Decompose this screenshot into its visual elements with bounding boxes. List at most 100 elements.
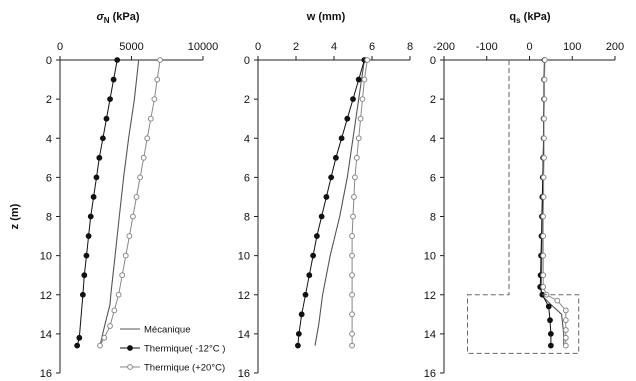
data-point — [79, 291, 86, 298]
y-tick-label: 8 — [430, 212, 436, 224]
data-point — [541, 135, 547, 142]
y-tick-label: 8 — [46, 212, 52, 224]
series-line — [297, 59, 365, 346]
data-point — [562, 317, 569, 324]
data-point — [344, 115, 351, 122]
data-point — [562, 307, 569, 314]
data-point — [541, 154, 547, 161]
data-point — [122, 252, 129, 259]
data-point — [350, 213, 356, 220]
series-line — [99, 59, 140, 346]
data-point — [154, 76, 161, 83]
series-line — [351, 59, 368, 346]
y-tick-label: 4 — [46, 133, 52, 145]
data-point — [547, 317, 553, 324]
x-tick-label: 0 — [526, 41, 532, 53]
y-tick-label: 2 — [46, 94, 52, 106]
data-point — [90, 194, 97, 200]
data-point — [355, 135, 362, 142]
chart-title-subscript: N — [104, 16, 110, 25]
data-point — [349, 342, 355, 349]
data-point — [540, 174, 547, 181]
data-point — [562, 327, 569, 333]
data-point — [314, 233, 320, 239]
data-point — [96, 154, 103, 161]
y-tick-label: 0 — [430, 55, 436, 67]
data-point — [111, 307, 118, 314]
data-point — [302, 291, 309, 298]
x-tick-label: 4 — [331, 41, 337, 53]
data-point — [349, 311, 355, 318]
y-tick-label: 12 — [40, 290, 52, 302]
x-tick-label: 8 — [407, 41, 413, 53]
chart-title-main: σ — [96, 11, 104, 23]
data-point — [350, 96, 356, 103]
y-tick-label: 10 — [424, 251, 436, 263]
chart-title-subscript: s — [516, 16, 521, 25]
data-point — [298, 311, 305, 318]
data-point — [361, 76, 368, 83]
data-point — [540, 233, 547, 239]
data-point — [357, 115, 364, 122]
data-point — [103, 115, 110, 122]
data-point — [151, 96, 158, 103]
data-point — [351, 194, 357, 200]
data-point — [349, 330, 355, 337]
panel-w: w (mm) 0 2 4 6 8 0 2 4 6 8 10 12 14 16 — [238, 11, 413, 380]
data-point — [547, 330, 554, 337]
y-tick-label: 12 — [238, 290, 250, 302]
data-point — [306, 272, 313, 279]
data-point — [333, 154, 339, 161]
data-point — [157, 57, 164, 63]
chart-title: σN (kPa) — [96, 11, 139, 25]
legend-marker — [127, 364, 133, 370]
data-point — [110, 76, 117, 83]
y-tick-label: 6 — [244, 172, 250, 184]
data-point — [540, 213, 547, 220]
y-tick-label: 8 — [244, 212, 250, 224]
y-tick-label: 12 — [424, 290, 436, 302]
x-tick-label: 100 — [563, 41, 581, 53]
data-point — [540, 252, 547, 259]
series-line — [76, 59, 118, 346]
y-tick-label: 6 — [430, 172, 436, 184]
data-point — [545, 303, 552, 310]
data-point — [323, 194, 330, 200]
data-point — [144, 135, 151, 142]
data-point — [81, 272, 88, 279]
data-point — [540, 284, 547, 290]
y-tick-label: 0 — [46, 55, 52, 67]
data-point — [295, 330, 302, 337]
y-tick-label: 14 — [424, 329, 436, 341]
data-point — [349, 233, 355, 239]
data-point — [355, 76, 362, 83]
data-point — [349, 252, 355, 259]
data-point — [97, 342, 103, 349]
data-point — [547, 342, 554, 349]
x-tick-label: 5000 — [119, 41, 143, 53]
chart-title-unit: (kPa) — [521, 11, 551, 23]
data-point — [540, 272, 547, 279]
y-tick-label: 2 — [430, 94, 436, 106]
x-tick-label: 2 — [293, 41, 299, 53]
data-point — [85, 233, 92, 239]
legend: Mécanique Thermique( -12°C ) Thermique (+2… — [120, 325, 225, 374]
y-tick-label: 10 — [238, 251, 250, 263]
data-point — [359, 96, 366, 103]
data-point — [107, 96, 113, 103]
data-point — [119, 272, 126, 279]
panel-sigma-n: σN (kPa) 0 5000 10000 0 2 4 6 8 10 12 14 16 z (m) — [9, 11, 218, 380]
legend-label: Thermique( -12°C ) — [144, 344, 225, 355]
data-point — [541, 96, 548, 103]
panel-qs: qs (kPa) -200 -100 0 100 200 0 2 4 6 8 10 12 14 16 — [424, 11, 624, 380]
x-tick-label: 10000 — [188, 41, 219, 53]
data-point — [318, 213, 325, 220]
y-tick-label: 4 — [430, 133, 436, 145]
data-point — [87, 213, 94, 220]
data-point — [76, 334, 83, 341]
data-point — [562, 342, 569, 349]
data-point — [93, 174, 100, 181]
x-tick-label: -100 — [476, 41, 498, 53]
y-tick-label: 4 — [244, 133, 250, 145]
y-tick-label: 0 — [244, 55, 250, 67]
